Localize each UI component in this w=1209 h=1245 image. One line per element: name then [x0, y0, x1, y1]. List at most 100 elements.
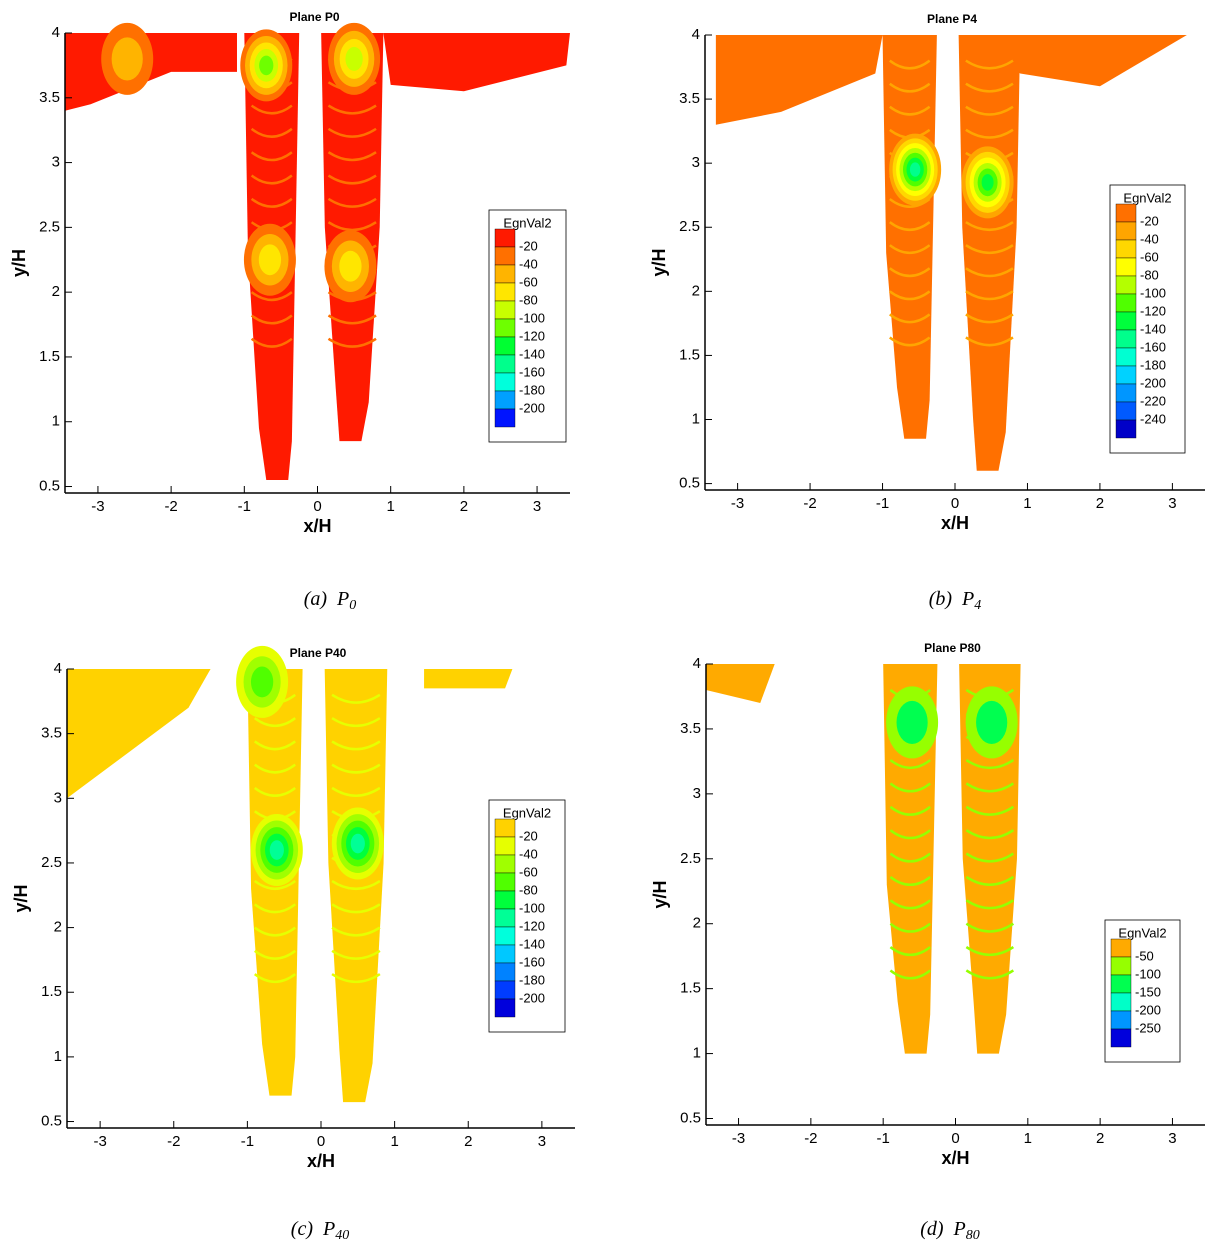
y-tick-label: 2 [693, 915, 701, 932]
contour-band [965, 969, 1015, 980]
legend-swatch [494, 408, 516, 428]
panel: -3 -2 -1 0 1 2 3 0.5 1 1.5 2 2.5 3 3.5 4 Plane P80 x/H y/… [650, 641, 1205, 1243]
legend-swatch [1115, 275, 1137, 295]
legend-label: -150 [1135, 984, 1161, 999]
contour-band [965, 922, 1015, 933]
contour-band [889, 59, 931, 70]
contour-region [715, 35, 883, 125]
legend-swatch [1110, 938, 1132, 958]
contour-band [327, 337, 377, 348]
contour-region [259, 55, 274, 76]
chart-title: Plane P40 [290, 646, 347, 660]
x-tick-label: 0 [951, 495, 959, 512]
contour-band [253, 786, 296, 797]
legend-swatch [494, 336, 516, 356]
chart-title: Plane P80 [924, 641, 981, 655]
contour-region [350, 833, 365, 854]
caption-symbol: P [336, 588, 349, 610]
x-axis-label: x/H [941, 1148, 969, 1168]
y-axis-label: y/H [11, 884, 31, 912]
legend-label: -60 [519, 274, 538, 289]
legend-label: -40 [519, 256, 538, 271]
legend-swatch [1110, 992, 1132, 1012]
y-tick-label: 2.5 [41, 854, 62, 871]
x-tick-label: -2 [803, 495, 816, 512]
y-tick-label: 1 [52, 413, 60, 430]
x-axis-label: x/H [307, 1151, 335, 1171]
legend-label: -160 [1140, 339, 1166, 354]
legend-swatch [494, 372, 516, 392]
legend-label: -80 [519, 882, 538, 897]
contour-band [889, 805, 931, 816]
legend-swatch [494, 818, 516, 838]
y-tick-label: 2.5 [39, 218, 60, 235]
contour-band [327, 221, 377, 232]
x-tick-label: -1 [241, 1133, 254, 1150]
contour-region [976, 700, 1008, 745]
contour-region [324, 669, 388, 1103]
contour-band [250, 151, 293, 162]
y-tick-label: 1.5 [680, 980, 701, 997]
legend-swatch [494, 962, 516, 982]
legend-swatch [494, 354, 516, 374]
x-tick-label: -1 [876, 495, 889, 512]
caption-subscript: 80 [966, 1228, 980, 1243]
contour-band [965, 82, 1014, 93]
x-tick-label: 3 [1168, 1130, 1176, 1147]
contour-band [889, 267, 931, 278]
chart-title: Plane P0 [289, 10, 339, 24]
contour-band [327, 127, 377, 138]
contour-band [965, 244, 1014, 255]
y-tick-label: 2 [54, 919, 62, 936]
x-tick-label: -1 [238, 498, 251, 515]
y-tick-label: 2.5 [679, 218, 700, 235]
contour-band [331, 949, 381, 960]
contour-region [882, 35, 937, 439]
legend-label: -100 [1135, 966, 1161, 981]
contour-band [250, 197, 293, 208]
y-tick-label: 1.5 [39, 348, 60, 365]
legend-swatch [1115, 311, 1137, 331]
x-tick-label: -2 [804, 1130, 817, 1147]
x-tick-label: 1 [387, 498, 395, 515]
contour-band [250, 314, 293, 325]
y-tick-label: 4 [54, 660, 62, 677]
legend-label: -140 [519, 346, 545, 361]
contour-band [331, 926, 381, 937]
legend-swatch [1110, 1028, 1132, 1048]
y-tick-label: 2 [692, 282, 700, 299]
legend-label: -40 [1140, 231, 1159, 246]
y-tick-label: 0.5 [679, 475, 700, 492]
y-tick-label: 4 [693, 655, 701, 672]
x-tick-label: 2 [464, 1133, 472, 1150]
legend-label: -50 [1135, 948, 1154, 963]
contour-band [889, 759, 931, 770]
y-tick-label: 3.5 [39, 89, 60, 106]
contour-region [258, 244, 282, 276]
contour-band [253, 763, 296, 774]
contour-region [424, 669, 513, 689]
legend-label: -220 [1140, 393, 1166, 408]
caption-symbol: P [953, 1218, 966, 1240]
chart-title: Plane P4 [927, 12, 977, 26]
contour-band [331, 763, 381, 774]
contour-band [889, 290, 931, 301]
contour-region [706, 664, 775, 703]
contour-band [253, 880, 296, 891]
x-tick-label: 2 [1096, 495, 1104, 512]
legend-swatch [1115, 329, 1137, 349]
contour-band [331, 740, 381, 751]
contour-band [965, 128, 1014, 139]
contour-region [896, 700, 928, 745]
legend-label: -160 [519, 954, 545, 969]
contour-band [253, 740, 296, 751]
legend-label: -140 [1140, 321, 1166, 336]
contour-region [67, 669, 211, 799]
legend-swatch [1110, 974, 1132, 994]
contour-region [959, 664, 1021, 1054]
legend-swatch [1115, 293, 1137, 313]
caption-prefix: (d) [920, 1218, 944, 1240]
legend-title: EgnVal2 [1123, 190, 1171, 205]
contour-band [250, 291, 293, 302]
legend-swatch [1115, 239, 1137, 259]
